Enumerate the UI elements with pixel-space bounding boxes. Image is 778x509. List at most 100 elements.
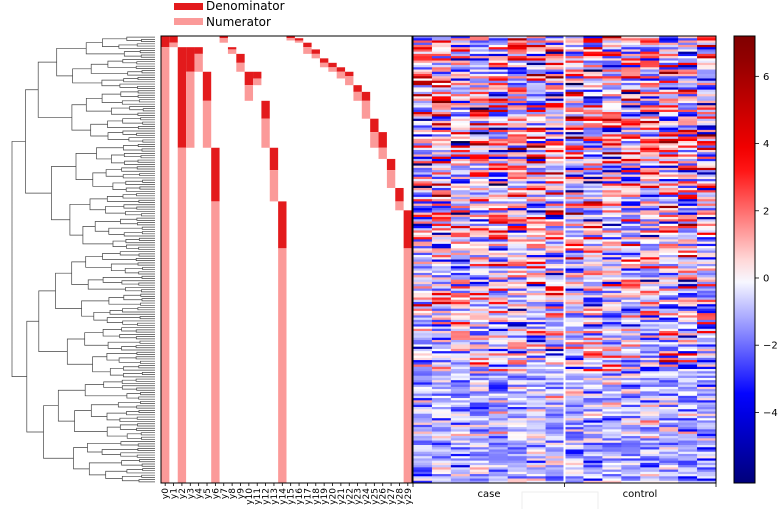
heatmap-cell — [678, 458, 698, 461]
heatmap-cell — [602, 393, 622, 397]
heatmap-cell — [678, 154, 698, 157]
heatmap-cell — [545, 158, 565, 162]
heatmap-cell — [697, 111, 717, 115]
heatmap-cell — [450, 351, 471, 354]
heatmap-cell — [413, 413, 433, 417]
heatmap-cell — [431, 299, 452, 303]
heatmap-cell — [431, 58, 452, 61]
heatmap-cell — [469, 442, 490, 446]
heatmap-cell — [621, 400, 641, 403]
heatmap-cell — [507, 449, 527, 453]
heatmap-cell — [602, 371, 622, 374]
heatmap-cell — [488, 384, 508, 388]
heatmap-cell — [507, 96, 527, 99]
heatmap-cell — [507, 375, 527, 379]
heatmap-cell — [507, 299, 527, 303]
heatmap-cell — [526, 62, 546, 66]
heatmap-cell — [450, 453, 471, 457]
heatmap-cell — [583, 351, 603, 354]
heatmap-cell — [526, 391, 546, 394]
heatmap-cell — [431, 170, 452, 173]
heatmap-cell — [697, 82, 717, 86]
heatmap-cell — [678, 263, 698, 267]
heatmap-cell — [583, 89, 603, 93]
heatmap-cell — [583, 141, 603, 144]
heatmap-cell — [583, 375, 603, 379]
heatmap-cell — [583, 123, 603, 126]
heatmap-cell — [469, 234, 490, 238]
heatmap-cell — [621, 44, 641, 48]
heatmap-cell — [526, 460, 546, 464]
heatmap-cell — [469, 40, 490, 44]
heatmap-cell — [602, 268, 622, 271]
heatmap-cell — [469, 364, 490, 368]
heatmap-cell — [413, 116, 433, 119]
heatmap-cell — [640, 98, 660, 102]
heatmap-cell — [413, 427, 433, 430]
heatmap-cell — [431, 301, 452, 305]
heatmap-cell — [545, 73, 565, 77]
heatmap-cell — [413, 58, 433, 61]
heatmap-cell — [526, 301, 546, 305]
heatmap-cell — [583, 427, 603, 430]
heatmap-cell — [413, 402, 433, 406]
heatmap-cell — [697, 141, 717, 144]
heatmap-cell — [545, 100, 565, 104]
heatmap-cell — [507, 145, 527, 149]
heatmap-cell — [659, 152, 679, 155]
heatmap-cell — [659, 161, 679, 164]
heatmap-cell — [507, 36, 527, 39]
heatmap-cell — [413, 415, 433, 419]
heatmap-cell — [583, 60, 603, 64]
heatmap-cell — [413, 69, 433, 73]
heatmap-cell — [469, 105, 490, 108]
heatmap-cell — [621, 277, 641, 280]
heatmap-cell — [413, 199, 433, 202]
heatmap-cell — [488, 442, 508, 446]
heatmap-cell — [640, 163, 660, 166]
heatmap-cell — [602, 69, 622, 73]
heatmap-cell — [507, 67, 527, 70]
heatmap-cell — [602, 58, 622, 61]
heatmap-cell — [659, 107, 679, 111]
heatmap-cell — [640, 228, 660, 231]
heatmap-cell — [583, 228, 603, 231]
heatmap-cell — [431, 248, 452, 251]
heatmap-cell — [583, 111, 603, 115]
balance-y9-denominator — [236, 53, 245, 63]
heatmap-cell — [431, 442, 452, 446]
heatmap-cell — [545, 366, 565, 370]
heatmap-cell — [640, 223, 660, 227]
heatmap-cell — [450, 295, 471, 298]
heatmap-cell — [413, 94, 433, 97]
heatmap-cell — [526, 270, 546, 274]
heatmap-cell — [450, 339, 471, 343]
heatmap-cell — [697, 65, 717, 68]
heatmap-cell — [659, 306, 679, 309]
heatmap-cell — [469, 404, 490, 408]
heatmap-cell — [469, 389, 490, 392]
colorbar-tick-label: 2 — [763, 206, 769, 217]
heatmap-cell — [659, 58, 679, 61]
heatmap-cell — [526, 98, 546, 102]
heatmap-cell — [583, 116, 603, 119]
heatmap-cell — [488, 208, 508, 211]
heatmap-cell — [526, 458, 546, 461]
heatmap-cell — [526, 136, 546, 140]
heatmap-cell — [431, 259, 452, 263]
heatmap-cell — [413, 290, 433, 294]
heatmap-cell — [469, 223, 490, 227]
heatmap-cell — [583, 214, 603, 218]
heatmap-cell — [450, 369, 471, 372]
heatmap-cell — [469, 400, 490, 403]
heatmap-cell — [621, 284, 641, 287]
heatmap-cell — [431, 395, 452, 399]
heatmap-cell — [564, 355, 584, 359]
heatmap-cell — [450, 355, 471, 359]
heatmap-cell — [640, 125, 660, 128]
heatmap-cell — [564, 386, 584, 390]
heatmap-cell — [450, 73, 471, 77]
heatmap-cell — [659, 384, 679, 388]
heatmap-cell — [450, 203, 471, 207]
heatmap-cell — [450, 71, 471, 75]
